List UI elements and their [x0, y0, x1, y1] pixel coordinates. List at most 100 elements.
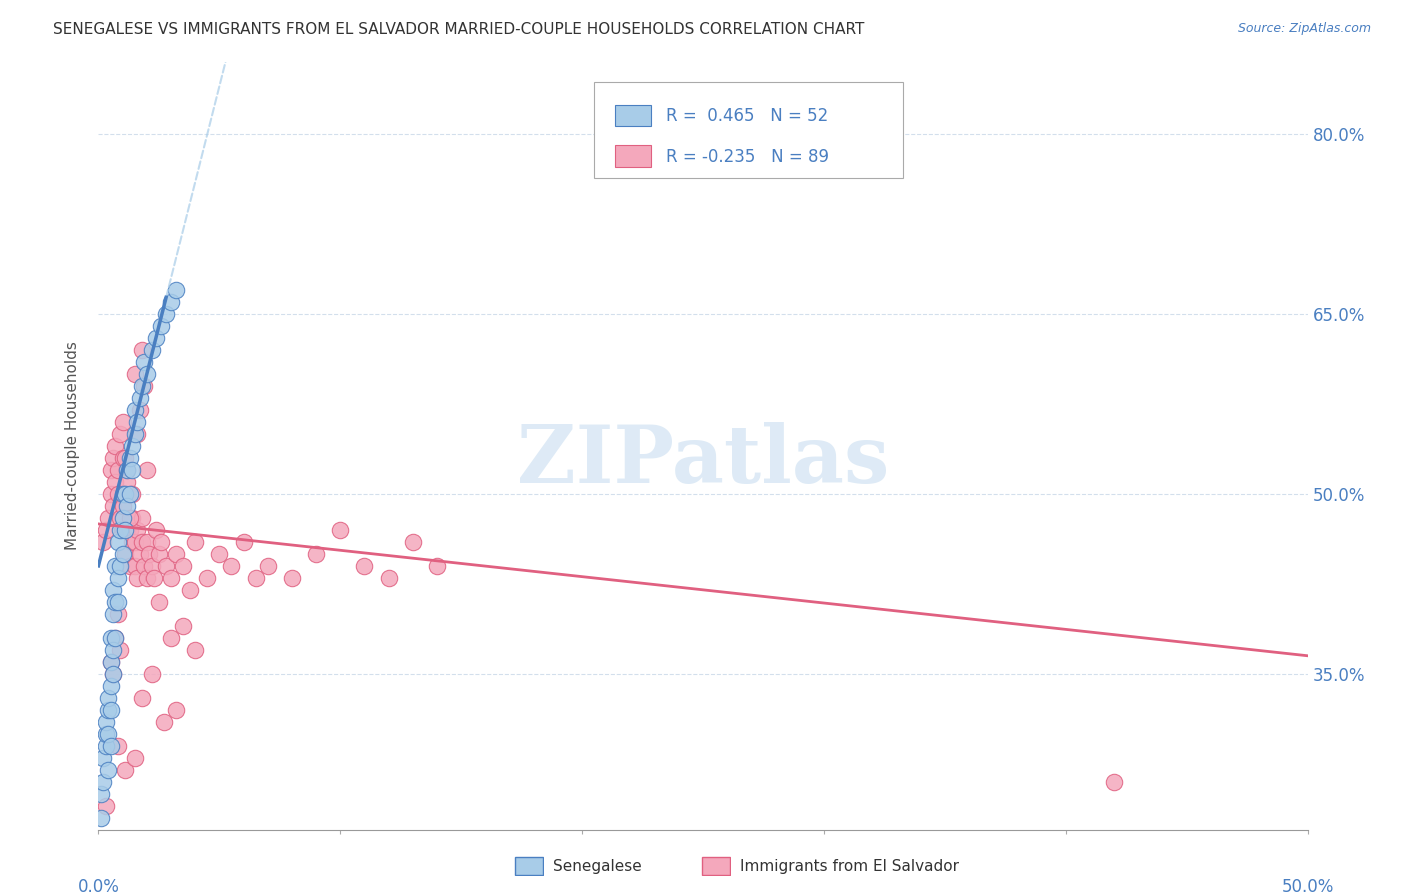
Point: [104, 595, 127, 609]
Point: [108, 642, 131, 657]
Point: [245, 571, 267, 585]
Point: [104, 439, 127, 453]
Point: [100, 655, 122, 669]
Point: [128, 547, 150, 561]
Point: [138, 547, 160, 561]
Point: [107, 739, 129, 753]
Point: [128, 391, 150, 405]
Point: [165, 283, 187, 297]
Point: [94, 714, 117, 729]
Point: [101, 582, 124, 597]
Point: [160, 631, 183, 645]
Point: [107, 571, 129, 585]
Point: [101, 642, 124, 657]
Text: SENEGALESE VS IMMIGRANTS FROM EL SALVADOR MARRIED-COUPLE HOUSEHOLDS CORRELATION : SENEGALESE VS IMMIGRANTS FROM EL SALVADO…: [53, 22, 865, 37]
Point: [114, 487, 136, 501]
Point: [131, 534, 153, 549]
Point: [155, 558, 177, 573]
Text: Senegalese: Senegalese: [553, 859, 641, 873]
Point: [117, 463, 139, 477]
Point: [1102, 774, 1125, 789]
Point: [131, 511, 153, 525]
Point: [107, 595, 129, 609]
Point: [124, 558, 146, 573]
Point: [172, 619, 194, 633]
Point: [117, 523, 139, 537]
Point: [141, 343, 163, 357]
Text: 0.0%: 0.0%: [77, 878, 120, 892]
Text: ZIPatlas: ZIPatlas: [517, 422, 889, 500]
Point: [145, 523, 167, 537]
Point: [195, 571, 218, 585]
Point: [107, 487, 129, 501]
Point: [97, 703, 120, 717]
Point: [97, 511, 120, 525]
Point: [124, 427, 146, 442]
Point: [100, 487, 122, 501]
Point: [131, 343, 153, 357]
Point: [107, 607, 129, 621]
Point: [160, 571, 183, 585]
Point: [143, 571, 166, 585]
Point: [179, 582, 201, 597]
Point: [94, 739, 117, 753]
Point: [165, 547, 187, 561]
Point: [152, 714, 174, 729]
Point: [150, 319, 173, 334]
FancyBboxPatch shape: [614, 145, 651, 167]
Point: [117, 499, 139, 513]
Point: [90, 811, 112, 825]
Point: [114, 450, 136, 465]
Point: [101, 666, 124, 681]
Point: [114, 523, 136, 537]
Point: [135, 463, 157, 477]
Point: [104, 631, 127, 645]
Point: [91, 534, 114, 549]
Point: [124, 534, 146, 549]
Point: [155, 307, 177, 321]
Point: [108, 427, 131, 442]
Point: [131, 379, 153, 393]
Point: [111, 511, 134, 525]
Point: [114, 487, 136, 501]
Point: [94, 798, 117, 813]
Point: [100, 703, 122, 717]
Point: [402, 534, 425, 549]
Point: [141, 666, 163, 681]
Point: [135, 534, 157, 549]
Point: [148, 595, 170, 609]
Point: [124, 367, 146, 381]
Point: [114, 547, 136, 561]
Point: [101, 450, 124, 465]
Text: R =  0.465   N = 52: R = 0.465 N = 52: [665, 107, 828, 125]
Point: [134, 355, 156, 369]
Point: [256, 558, 278, 573]
Point: [118, 511, 141, 525]
Point: [97, 727, 120, 741]
Point: [128, 403, 150, 417]
Point: [377, 571, 399, 585]
Text: Immigrants from El Salvador: Immigrants from El Salvador: [740, 859, 959, 873]
Point: [305, 547, 328, 561]
Point: [108, 558, 131, 573]
Point: [108, 523, 131, 537]
Point: [165, 703, 187, 717]
Point: [118, 487, 141, 501]
Point: [111, 547, 134, 561]
Point: [111, 450, 134, 465]
Point: [118, 523, 141, 537]
Point: [100, 679, 122, 693]
Point: [111, 523, 134, 537]
Point: [127, 427, 149, 442]
Point: [104, 558, 127, 573]
Point: [101, 666, 124, 681]
Point: [127, 415, 149, 429]
Point: [101, 499, 124, 513]
Point: [124, 750, 146, 764]
Point: [94, 727, 117, 741]
Point: [281, 571, 304, 585]
Point: [127, 571, 149, 585]
Point: [124, 403, 146, 417]
Point: [141, 558, 163, 573]
Point: [90, 787, 112, 801]
